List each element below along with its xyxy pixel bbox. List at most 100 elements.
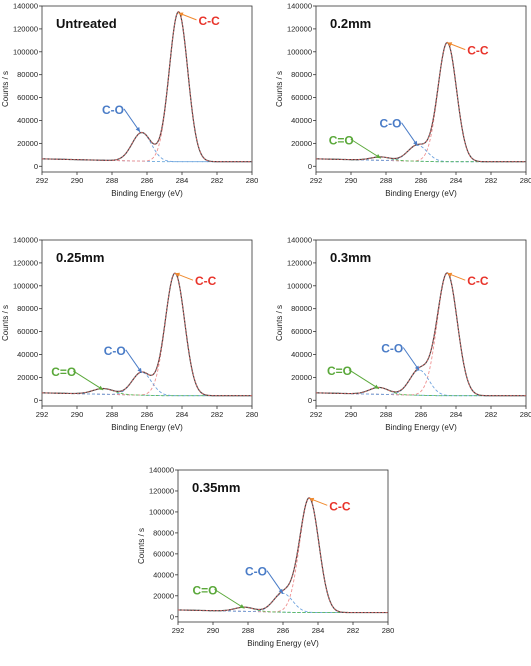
plot-area [316,41,526,163]
annotation-arrowhead [178,12,184,17]
x-tick-label: 286 [141,176,154,185]
annotation-arrow [402,347,420,371]
y-tick-label: 0 [34,396,38,405]
x-tick-label: 290 [345,176,358,185]
y-tick-label: 120000 [13,258,38,267]
x-tick-label: 282 [347,626,360,635]
peak-label-c-c: C-C [199,14,221,28]
y-tick-label: 80000 [291,304,312,313]
x-tick-label: 286 [277,626,290,635]
annotation-arrow [214,588,245,609]
y-tick-label: 40000 [291,350,312,359]
x-tick-label: 284 [176,176,189,185]
y-tick-label: 40000 [291,116,312,125]
annotation-arrow [348,369,380,390]
x-tick-label: 292 [310,176,323,185]
y-tick-label: 20000 [153,591,174,600]
fit-envelope [42,11,252,163]
x-tick-label: 284 [312,626,325,635]
component-c-c [42,11,252,163]
y-tick-label: 60000 [291,327,312,336]
panel-label: 0.25mm [56,250,104,265]
component-ceo [42,388,252,397]
annotation-arrowhead [98,385,104,390]
annotation-arrowhead [447,272,453,277]
x-tick-label: 280 [520,176,531,185]
annotation-arrow [350,138,382,159]
x-tick-label: 288 [380,176,393,185]
x-tick-label: 280 [246,176,259,185]
x-axis-title: Binding Energy (eV) [111,189,183,198]
annotation-arrowhead [447,42,453,47]
y-tick-label: 80000 [17,70,38,79]
y-tick-label: 80000 [153,528,174,537]
peak-label-c-c: C-C [467,274,489,288]
x-tick-label: 290 [207,626,220,635]
peak-label-c-o: C-O [380,117,402,131]
y-tick-label: 60000 [291,93,312,102]
y-tick-label: 120000 [287,258,312,267]
fit-envelope [42,272,252,397]
peak-label-ceo: C=O [329,133,354,147]
y-tick-label: 140000 [287,236,312,245]
y-axis-title: Counts / s [275,305,284,341]
x-axis-title: Binding Energy (eV) [385,423,457,432]
x-tick-label: 292 [36,410,49,419]
x-axis-title: Binding Energy (eV) [385,189,457,198]
x-tick-label: 292 [36,176,49,185]
x-tick-label: 284 [450,176,463,185]
annotation-arrowhead [239,604,245,609]
y-tick-label: 0 [170,612,174,621]
chart-panel-1: 292 290 288 286 284 282 280 0 20000 40000 60000 800… [275,2,531,199]
y-tick-label: 140000 [13,236,38,245]
chart-panel-3: 292 290 288 286 284 282 280 0 20000 40000 60000 800… [275,236,531,433]
annotation-arrowhead [375,154,381,159]
peak-label-c-o: C-O [104,344,126,358]
x-tick-label: 292 [310,410,323,419]
annotation-arrowhead [413,140,418,146]
peak-label-c-c: C-C [195,274,217,288]
y-tick-label: 120000 [149,486,174,495]
y-tick-label: 60000 [17,327,38,336]
annotation-arrowhead [309,497,315,502]
x-tick-label: 288 [106,410,119,419]
y-tick-label: 100000 [287,47,312,56]
annotation-arrow [123,108,141,133]
annotation-arrow [266,570,284,594]
peak-label-ceo: C=O [51,365,76,379]
peak-label-ceo: C=O [327,364,352,378]
x-tick-label: 284 [176,410,189,419]
peak-label-ceo: C=O [193,583,218,597]
x-tick-label: 288 [106,176,119,185]
x-axis-title: Binding Energy (eV) [111,423,183,432]
y-tick-label: 0 [308,162,312,171]
y-tick-label: 60000 [17,93,38,102]
y-tick-label: 140000 [287,2,312,11]
y-axis-title: Counts / s [275,71,284,107]
x-tick-label: 280 [246,410,259,419]
x-tick-label: 290 [71,410,84,419]
y-axis-title: Counts / s [1,305,10,341]
annotation-arrowhead [137,367,142,373]
y-tick-label: 40000 [17,350,38,359]
x-tick-label: 288 [242,626,255,635]
x-tick-label: 282 [211,410,224,419]
y-tick-label: 140000 [149,466,174,475]
y-tick-label: 120000 [287,24,312,33]
annotation-arrowhead [374,384,379,389]
chart-panel-0: 292 290 288 286 284 282 280 0 20000 40000 60000 800… [1,2,258,199]
panel-label: 0.3mm [330,250,371,265]
annotation-arrowhead [135,126,140,132]
x-tick-label: 286 [141,410,154,419]
peak-label-c-o: C-O [245,565,267,579]
x-tick-label: 282 [211,176,224,185]
y-tick-label: 100000 [287,281,312,290]
annotation-arrow [125,349,143,374]
y-tick-label: 40000 [153,570,174,579]
chart-panel-2: 292 290 288 286 284 282 280 0 20000 40000 60000 800… [1,236,258,433]
annotation-arrow [72,370,104,391]
x-tick-label: 286 [415,176,428,185]
plot-area [42,272,252,397]
panel-label: 0.35mm [192,480,240,495]
